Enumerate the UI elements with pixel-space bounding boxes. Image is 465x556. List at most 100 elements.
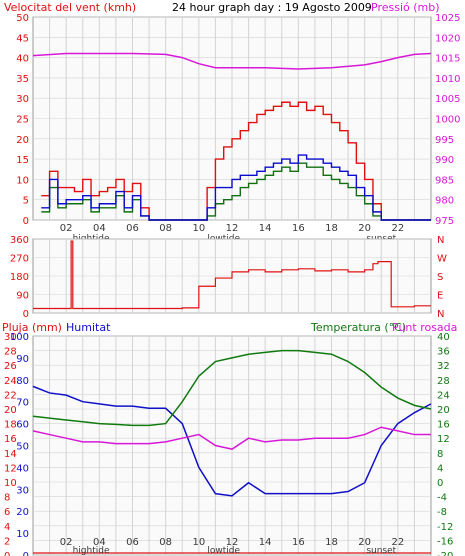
- humidity-tick-label: 50: [16, 442, 29, 453]
- rain-tick-label: 0: [4, 551, 10, 556]
- x-tick-label: 08: [159, 537, 172, 548]
- y-tick-label-right: 24: [437, 390, 450, 401]
- y-tick-label-right: 1010: [435, 74, 460, 85]
- y-tick-label-right: 0: [437, 478, 443, 489]
- y-tick-label-right: -12: [437, 522, 453, 533]
- pressure-series: [32, 52, 432, 70]
- y-tick-label-right: 32: [437, 361, 450, 372]
- wind-axis-label: Velocitat del vent (kmh): [4, 1, 136, 14]
- y-tick-label-left: 15: [16, 155, 29, 166]
- y-tick-label-right: 1005: [435, 94, 460, 105]
- rain-tick-label: 26: [4, 361, 17, 372]
- wind-pressure-grid: [33, 16, 431, 221]
- y-tick-label-left: 270: [10, 254, 29, 265]
- wind-pressure-series: [32, 52, 432, 221]
- rain-tick-label: 2: [4, 536, 10, 547]
- y-tick-label-right: S: [437, 272, 443, 283]
- wind-pressure-panel: 0510152025303540455097598098599099510001…: [4, 1, 460, 244]
- humidity-tick-label: 10: [16, 529, 29, 540]
- humidity-axis-label: Humitat: [66, 321, 111, 334]
- rain-tick-label: 10: [4, 478, 17, 489]
- humidity-tick-label: 90: [16, 354, 29, 365]
- rain-tick-label: 12: [4, 463, 17, 474]
- temperature-humidity-axes: -200-162-124-86-480104128141216161820202…: [4, 332, 453, 556]
- temperature-series: [32, 349, 432, 427]
- wind-gust-series: [41, 101, 431, 221]
- x-tick-label: 16: [292, 223, 305, 234]
- x-tick-label: 12: [226, 537, 239, 548]
- y-tick-label-left: 5: [23, 196, 29, 207]
- x-tick-label: 10: [192, 223, 205, 234]
- wind-direction-series: [33, 240, 431, 310]
- dewpoint-axis-label: Punt rosada: [392, 321, 457, 334]
- humidity-tick-label: 70: [16, 398, 29, 409]
- humidity-tick-label: 100: [10, 332, 29, 343]
- temperature-humidity-panel: -200-162-124-86-480104128141216161820202…: [2, 321, 457, 556]
- temperature-humidity-grid: [33, 335, 431, 556]
- dewpoint-series: [32, 426, 431, 450]
- y-tick-label-left: 50: [16, 13, 29, 24]
- y-tick-label-right: 995: [435, 135, 454, 146]
- y-tick-label-right: 990: [435, 155, 454, 166]
- y-tick-label-right: 980: [435, 196, 454, 207]
- humidity-tick-label: 20: [16, 507, 29, 518]
- y-tick-label-right: 1025: [435, 13, 460, 24]
- y-tick-label-right: N: [437, 309, 444, 320]
- y-tick-label-left: 0: [23, 216, 29, 227]
- y-tick-label-right: W: [437, 254, 447, 265]
- x-tick-label: 04: [93, 223, 106, 234]
- y-tick-label-left: 35: [16, 74, 29, 85]
- x-tick-label: 10: [192, 537, 205, 548]
- y-tick-label-left: 40: [16, 54, 29, 65]
- y-tick-label-left: 180: [10, 272, 29, 283]
- x-tick-label: 02: [60, 537, 73, 548]
- rain-tick-label: 30: [4, 332, 17, 343]
- rain-tick-label: 18: [4, 420, 17, 431]
- y-tick-label-right: -8: [437, 507, 447, 518]
- y-tick-label-right: 36: [437, 347, 450, 358]
- x-tick-label: 08: [159, 223, 172, 234]
- x-tick-label: 20: [358, 223, 371, 234]
- x-tick-label: 06: [126, 223, 139, 234]
- y-tick-label-right: -16: [437, 536, 453, 547]
- wind-low-series: [41, 162, 431, 221]
- y-tick-label-left: 30: [16, 94, 29, 105]
- x-marker-label: hightide: [73, 546, 110, 556]
- x-tick-label: 22: [391, 537, 404, 548]
- humidity-tick-label: 40: [16, 463, 29, 474]
- y-tick-label-right: 40: [437, 332, 450, 343]
- wind-mean-series: [41, 154, 431, 221]
- x-marker-label: sunset: [366, 546, 396, 556]
- y-tick-label-right: -20: [437, 551, 453, 556]
- y-tick-label-left: 45: [16, 33, 29, 44]
- x-tick-label: 18: [325, 537, 338, 548]
- x-tick-label: 14: [259, 537, 272, 548]
- pressure-axis-label: Pressió (mb): [371, 1, 440, 14]
- humidity-tick-label: 30: [16, 485, 29, 496]
- y-tick-label-right: 1020: [435, 33, 460, 44]
- x-tick-label: 20: [358, 537, 371, 548]
- y-tick-label-left: 90: [16, 291, 29, 302]
- y-tick-label-left: 10: [16, 175, 29, 186]
- y-tick-label-right: 12: [437, 434, 450, 445]
- rain-tick-label: 28: [4, 347, 17, 358]
- y-tick-label-right: 4: [437, 463, 443, 474]
- y-tick-label-left: 0: [23, 309, 29, 320]
- y-tick-label-left: 25: [16, 115, 29, 126]
- rain-tick-label: 24: [4, 376, 17, 387]
- chart-title: 24 hour graph day : 19 Agosto 2009: [172, 1, 372, 14]
- humidity-tick-label: 60: [16, 420, 29, 431]
- rain-axis-label: Pluja (mm): [2, 321, 62, 334]
- x-tick-label: 14: [259, 223, 272, 234]
- x-tick-label: 06: [126, 537, 139, 548]
- y-tick-label-right: 1015: [435, 54, 460, 65]
- x-tick-label: 12: [226, 223, 239, 234]
- humidity-tick-label: 80: [16, 376, 29, 387]
- x-tick-label: 04: [93, 537, 106, 548]
- rain-tick-label: 22: [4, 390, 17, 401]
- rain-tick-label: 6: [4, 507, 10, 518]
